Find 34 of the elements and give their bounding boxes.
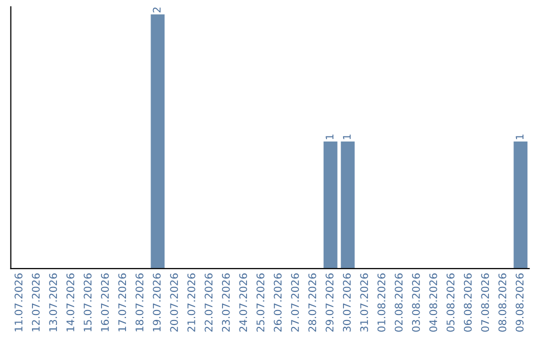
x-tick-label: 21.07.2026 [187,273,196,332]
x-tick-label: 03.08.2026 [412,273,420,332]
x-tick-label: 09.08.2026 [516,273,524,332]
x-tick-label: 23.07.2026 [222,273,230,332]
x-tick-label: 02.08.2026 [394,273,403,332]
x-tick-label: 13.07.2026 [49,273,58,332]
x-tick-label: 24.07.2026 [239,273,248,332]
x-tick-label: 25.07.2026 [256,273,264,332]
x-tick-label: 05.08.2026 [446,273,454,332]
data-label: 2 [152,8,161,12]
x-tick-label: 14.07.2026 [66,273,74,332]
x-tick-label: 06.08.2026 [464,273,472,332]
x-tick-label: 20.07.2026 [170,273,178,332]
x-tick-label: 19.07.2026 [152,273,161,332]
x-tick-label: 08.08.2026 [498,273,506,332]
x-tick-label: 31.07.2026 [360,273,368,332]
data-label: 1 [516,134,524,140]
x-tick-label: 29.07.2026 [326,273,334,332]
data-label: 1 [343,134,351,140]
x-tick-label: 16.07.2026 [100,273,109,332]
x-tick-label: 18.07.2026 [136,273,144,332]
x-tick-label: 27.07.2026 [291,273,299,332]
x-tick-label: 22.07.2026 [204,273,213,332]
x-tick-label: 04.08.2026 [429,273,438,332]
x-tick-label: 26.07.2026 [274,273,282,332]
x-tick-label: 30.07.2026 [342,273,351,332]
x-tick-label: 11.07.2026 [14,273,22,332]
x-tick-label: 01.08.2026 [377,273,386,332]
data-label: 1 [326,134,334,140]
x-tick-label: 15.07.2026 [84,273,92,332]
x-tick-label: 17.07.2026 [118,273,126,332]
x-tick-label: 12.07.2026 [32,273,40,332]
x-tick-label: 28.07.2026 [308,273,316,332]
x-tick-label: 07.08.2026 [481,273,490,332]
